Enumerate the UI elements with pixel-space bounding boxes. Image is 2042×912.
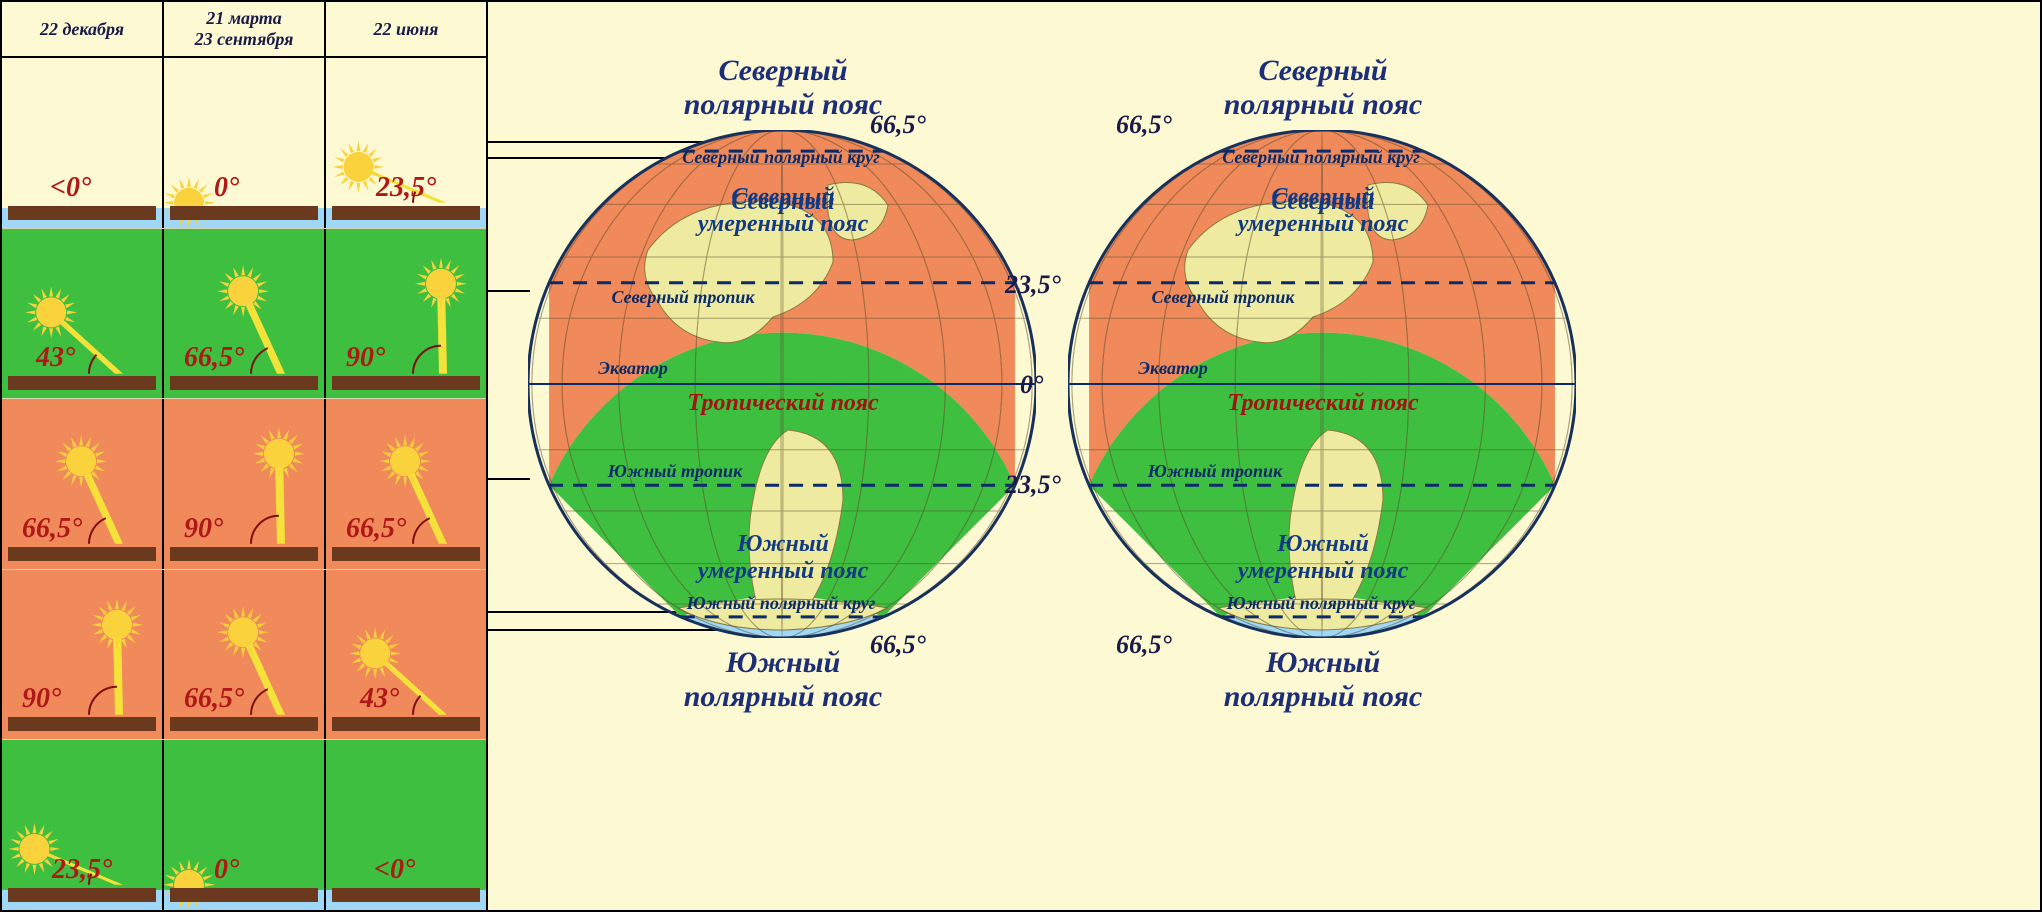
north-polar-title: Северный полярный пояс [1168, 54, 1478, 122]
table-row: 23,5° 0° <0° [2, 740, 486, 910]
label: Северный [718, 54, 847, 87]
label: Южный [1266, 646, 1381, 679]
table-header: 22 декабря 21 марта 23 сентября 22 июня [2, 2, 486, 58]
angle-value: 23,5° [52, 854, 112, 886]
angle-cell: 43° [326, 570, 486, 740]
date-label: 22 июня [374, 19, 439, 40]
deg-label: 23,5° [1005, 470, 1061, 500]
table-row: 90° 66,5° 43° [2, 570, 486, 741]
angle-cell: 66,5° [326, 399, 486, 569]
deg-label: 66,5° [870, 630, 926, 660]
deg-label: 66,5° [870, 110, 926, 140]
deg-label: 66,5° [1116, 630, 1172, 660]
label: Северный [1258, 54, 1387, 87]
table-body: <0°0°23,5°43°66,5°90°66,5°90°66,5°90°66,… [2, 58, 486, 910]
date-label: 21 марта [206, 8, 282, 29]
angle-value: 66,5° [184, 342, 244, 374]
globes-panel: Северный полярный кругСеверный Северныйу… [488, 2, 2040, 910]
table-row: 43° 66,5° 90° [2, 229, 486, 400]
angle-value: <0° [374, 854, 415, 886]
deg-label: 23,5° [1005, 270, 1061, 300]
table-row: 66,5° 90° 66,5° [2, 399, 486, 570]
label: полярный пояс [684, 88, 883, 121]
angle-cell: 0° [164, 740, 326, 910]
angle-value: <0° [50, 172, 91, 204]
angle-value: 0° [214, 854, 239, 886]
angle-cell: 90° [2, 570, 164, 740]
angle-value: 90° [22, 683, 61, 715]
col-header-dec22: 22 декабря [2, 2, 164, 56]
angle-value: 23,5° [376, 172, 436, 204]
angle-cell: 90° [164, 399, 326, 569]
connector [488, 478, 530, 480]
angle-cell: <0° [2, 58, 164, 228]
angle-cell: 23,5° [326, 58, 486, 228]
angle-cell: <0° [326, 740, 486, 910]
angle-value: 43° [36, 342, 75, 374]
label: Южный [726, 646, 841, 679]
diagram-root: 22 декабря 21 марта 23 сентября 22 июня … [0, 0, 2042, 912]
globe-1: Северный полярный кругСеверный Северныйу… [528, 130, 1036, 638]
date-label: 23 сентября [195, 29, 294, 50]
angle-cell: 66,5° [2, 399, 164, 569]
col-header-equinox: 21 марта 23 сентября [164, 2, 326, 56]
south-polar-title: Южный полярный пояс [1168, 646, 1478, 714]
label: полярный пояс [1224, 680, 1423, 713]
col-header-jun22: 22 июня [326, 2, 486, 56]
angle-cell: 43° [2, 229, 164, 399]
deg-label: 0° [1020, 370, 1043, 400]
angle-value: 43° [360, 683, 399, 715]
label: полярный пояс [1224, 88, 1423, 121]
angle-cell: 90° [326, 229, 486, 399]
angle-value: 90° [346, 342, 385, 374]
angle-value: 90° [184, 513, 223, 545]
date-label: 22 декабря [40, 19, 124, 40]
connector [488, 290, 530, 292]
angle-cell: 66,5° [164, 229, 326, 399]
globe-2: Северный полярный кругСеверный Северныйу… [1068, 130, 1576, 638]
angle-value: 66,5° [184, 683, 244, 715]
table-row: <0° 0° 23,5° [2, 58, 486, 229]
angle-cell: 23,5° [2, 740, 164, 910]
angle-table: 22 декабря 21 марта 23 сентября 22 июня … [2, 2, 488, 910]
angle-value: 66,5° [346, 513, 406, 545]
angle-value: 0° [214, 172, 239, 204]
label: полярный пояс [684, 680, 883, 713]
angle-cell: 66,5° [164, 570, 326, 740]
angle-cell: 0° [164, 58, 326, 228]
angle-value: 66,5° [22, 513, 82, 545]
deg-label: 66,5° [1116, 110, 1172, 140]
